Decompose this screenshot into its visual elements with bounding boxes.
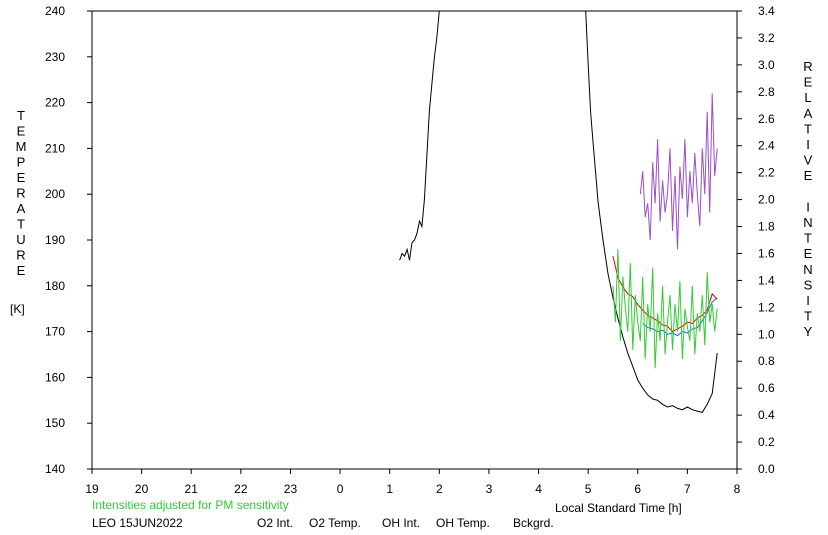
y-right-tick-label: 2.4 (758, 139, 775, 153)
labels: Local Standard Time [h] Intensities adju… (10, 302, 682, 530)
x-tick-label: 23 (284, 482, 298, 496)
y-right-label-letter: E (804, 75, 813, 90)
x-tick-label: 6 (634, 482, 641, 496)
x-tick-label: 22 (234, 482, 248, 496)
legend-item: OH Int. (382, 516, 420, 530)
y-left-tick-label: 190 (45, 233, 65, 247)
legend: O2 Int. O2 Temp. OH Int. OH Temp. Bckgrd. (257, 516, 554, 530)
y-left-tick-label: 160 (45, 370, 65, 384)
y-right-label-letter: S (804, 277, 813, 292)
y-right-tick-label: 1.2 (758, 300, 775, 314)
y-right-tick-label: 0.8 (758, 354, 775, 368)
y-left-tick-label: 170 (45, 325, 65, 339)
legend-item: OH Temp. (436, 516, 490, 530)
y-right-label-letter: T (804, 309, 812, 324)
y-right-label-letter: I (806, 199, 810, 214)
y-left-tick-label: 200 (45, 187, 65, 201)
y-right-label-letter: V (804, 153, 813, 168)
y-left-label-letter: E (17, 263, 26, 278)
y-left-label-letter: A (17, 201, 26, 216)
series-line-o2-temp (639, 93, 718, 250)
y-right-tick-label: 3.0 (758, 58, 775, 72)
x-tick-label: 20 (135, 482, 149, 496)
y-right-tick-label: 0.4 (758, 408, 775, 422)
y-right-label-letter: I (806, 293, 810, 308)
y-left-tick-label: 150 (45, 416, 65, 430)
series-line-oh-int (612, 256, 718, 333)
y-left-label-letter: R (16, 186, 25, 201)
y-right-tick-label: 0.0 (758, 462, 775, 476)
x-tick-label: 19 (85, 482, 99, 496)
y-right-label-letter: T (804, 231, 812, 246)
x-tick-label: 8 (734, 482, 741, 496)
y-left-label-letter: T (17, 108, 25, 123)
y-left-label-letter: T (17, 217, 25, 232)
y-right-tick-label: 2.0 (758, 193, 775, 207)
y-left-label-letter: U (16, 232, 25, 247)
y-right-tick-label: 1.4 (758, 273, 775, 287)
y-right-label-letter: R (803, 59, 812, 74)
y-left-tick-label: 140 (45, 462, 65, 476)
x-tick-label: 5 (585, 482, 592, 496)
y-right-label-letter: E (804, 168, 813, 183)
y-left-tick-label: 220 (45, 96, 65, 110)
series-line-bckgrd (399, 11, 718, 413)
y-left-unit: [K] (10, 302, 25, 316)
y-right-tick-label: 2.2 (758, 166, 775, 180)
y-right-label-letter: T (804, 121, 812, 136)
y-left-label-letter: E (17, 124, 26, 139)
x-tick-label: 0 (337, 482, 344, 496)
y-right-label-letter: Y (804, 324, 813, 339)
y-right-tick-label: 1.8 (758, 220, 775, 234)
series-layer (399, 11, 718, 413)
x-axis-title: Local Standard Time [h] (555, 501, 682, 515)
y-left-tick-label: 210 (45, 141, 65, 155)
y-left-label-letter: E (17, 170, 26, 185)
x-tick-label: 7 (684, 482, 691, 496)
y-right-label-letter: N (803, 262, 812, 277)
y-right-label-letter: E (804, 246, 813, 261)
y-left-label-letter: P (17, 155, 26, 170)
y-right-tick-label: 0.2 (758, 435, 775, 449)
y-right-tick-label: 3.2 (758, 31, 775, 45)
station-date: LEO 15JUN2022 (92, 516, 183, 530)
y-right-label-letter: L (804, 90, 811, 105)
x-tick-label: 1 (386, 482, 393, 496)
x-tick-label: 21 (185, 482, 199, 496)
y-right-label-letter: N (803, 215, 812, 230)
series-line-oh-temp (612, 249, 718, 369)
y-right-tick-label: 1.6 (758, 246, 775, 260)
legend-item: Bckgrd. (513, 516, 554, 530)
y-left-tick-label: 180 (45, 279, 65, 293)
y-right-tick-label: 3.4 (758, 4, 775, 18)
y-right-label-letter: A (804, 106, 813, 121)
series-line-o2-int (642, 297, 718, 337)
y-right-tick-label: 1.0 (758, 327, 775, 341)
y-right-label-letter: I (806, 137, 810, 152)
axes: 1401501601701801902002102202302400.00.20… (45, 4, 775, 496)
y-right-tick-label: 2.8 (758, 85, 775, 99)
y-right-tick-label: 0.6 (758, 381, 775, 395)
legend-item: O2 Temp. (309, 516, 361, 530)
y-right-tick-label: 2.6 (758, 112, 775, 126)
legend-item: O2 Int. (257, 516, 293, 530)
y-left-label-letter: M (16, 139, 27, 154)
y-left-tick-label: 230 (45, 50, 65, 64)
x-tick-label: 3 (486, 482, 493, 496)
x-tick-label: 4 (535, 482, 542, 496)
note-text: Intensities adjusted for PM sensitivity (92, 498, 289, 512)
x-tick-label: 2 (436, 482, 443, 496)
y-left-tick-label: 240 (45, 4, 65, 18)
y-left-label-letter: R (16, 248, 25, 263)
